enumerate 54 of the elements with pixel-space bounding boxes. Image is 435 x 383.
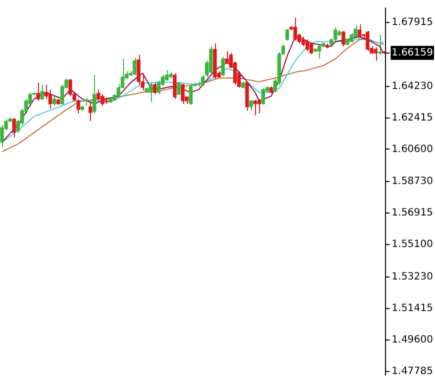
- y-tick-label: 1.53230: [392, 272, 434, 283]
- candlestick: [366, 30, 370, 52]
- y-tick-label: 1.51415: [392, 302, 434, 314]
- candlestick: [132, 57, 136, 76]
- candlestick: [318, 44, 322, 60]
- candlestick: [52, 96, 56, 106]
- candlestick: [92, 74, 96, 114]
- candlestick: [12, 118, 16, 138]
- candlestick: [225, 50, 229, 64]
- y-tick-label: 1.60600: [392, 144, 434, 155]
- candlestick: [249, 100, 253, 112]
- candlestick: [293, 17, 298, 42]
- y-tick-label: 1.55100: [392, 239, 434, 250]
- candlestick: [301, 36, 306, 47]
- y-tick-label: 1.66159: [392, 47, 434, 58]
- candlestick: [172, 72, 177, 100]
- candlestick: [253, 100, 257, 116]
- candlestick: [305, 39, 310, 52]
- y-tick-label: 1.62415: [392, 112, 434, 124]
- candlestick: [88, 101, 92, 122]
- candlestick: [334, 26, 338, 42]
- candlestick: [136, 54, 140, 86]
- candlestick: [378, 34, 382, 56]
- candlestick: [350, 32, 354, 43]
- candlestick: [36, 82, 40, 102]
- candlestick: [257, 98, 261, 114]
- candlestick: [40, 84, 44, 101]
- y-tick-label: 1.64230: [392, 80, 434, 92]
- candlestick: [354, 24, 358, 38]
- y-tick-label: 1.58730: [392, 176, 434, 188]
- candlestick: [358, 24, 362, 38]
- candlestick: [148, 82, 152, 102]
- candlestick: [261, 88, 265, 106]
- candlestick: [0, 124, 4, 148]
- y-tick-label: 1.49600: [392, 334, 434, 346]
- y-tick-label: 1.67915: [392, 17, 434, 28]
- candlestick: [188, 84, 193, 106]
- candlestick: [100, 94, 104, 106]
- y-tick-label: 1.56915: [392, 208, 434, 219]
- candlestick: [285, 28, 290, 42]
- candlestick: [164, 70, 169, 82]
- candlestick: [310, 42, 314, 54]
- candlestick: [48, 88, 52, 110]
- candlestick: [96, 88, 100, 102]
- y-tick-label: 1.47785: [392, 366, 434, 377]
- candlestick: [209, 46, 213, 74]
- candlestick: [156, 80, 161, 95]
- candlestick: [176, 81, 181, 96]
- candlestick: [342, 30, 346, 47]
- candlestick: [68, 78, 72, 97]
- candlestick: [374, 46, 378, 62]
- candlestick: [180, 83, 185, 104]
- candlestick: [152, 82, 156, 95]
- candlestick: [221, 56, 225, 77]
